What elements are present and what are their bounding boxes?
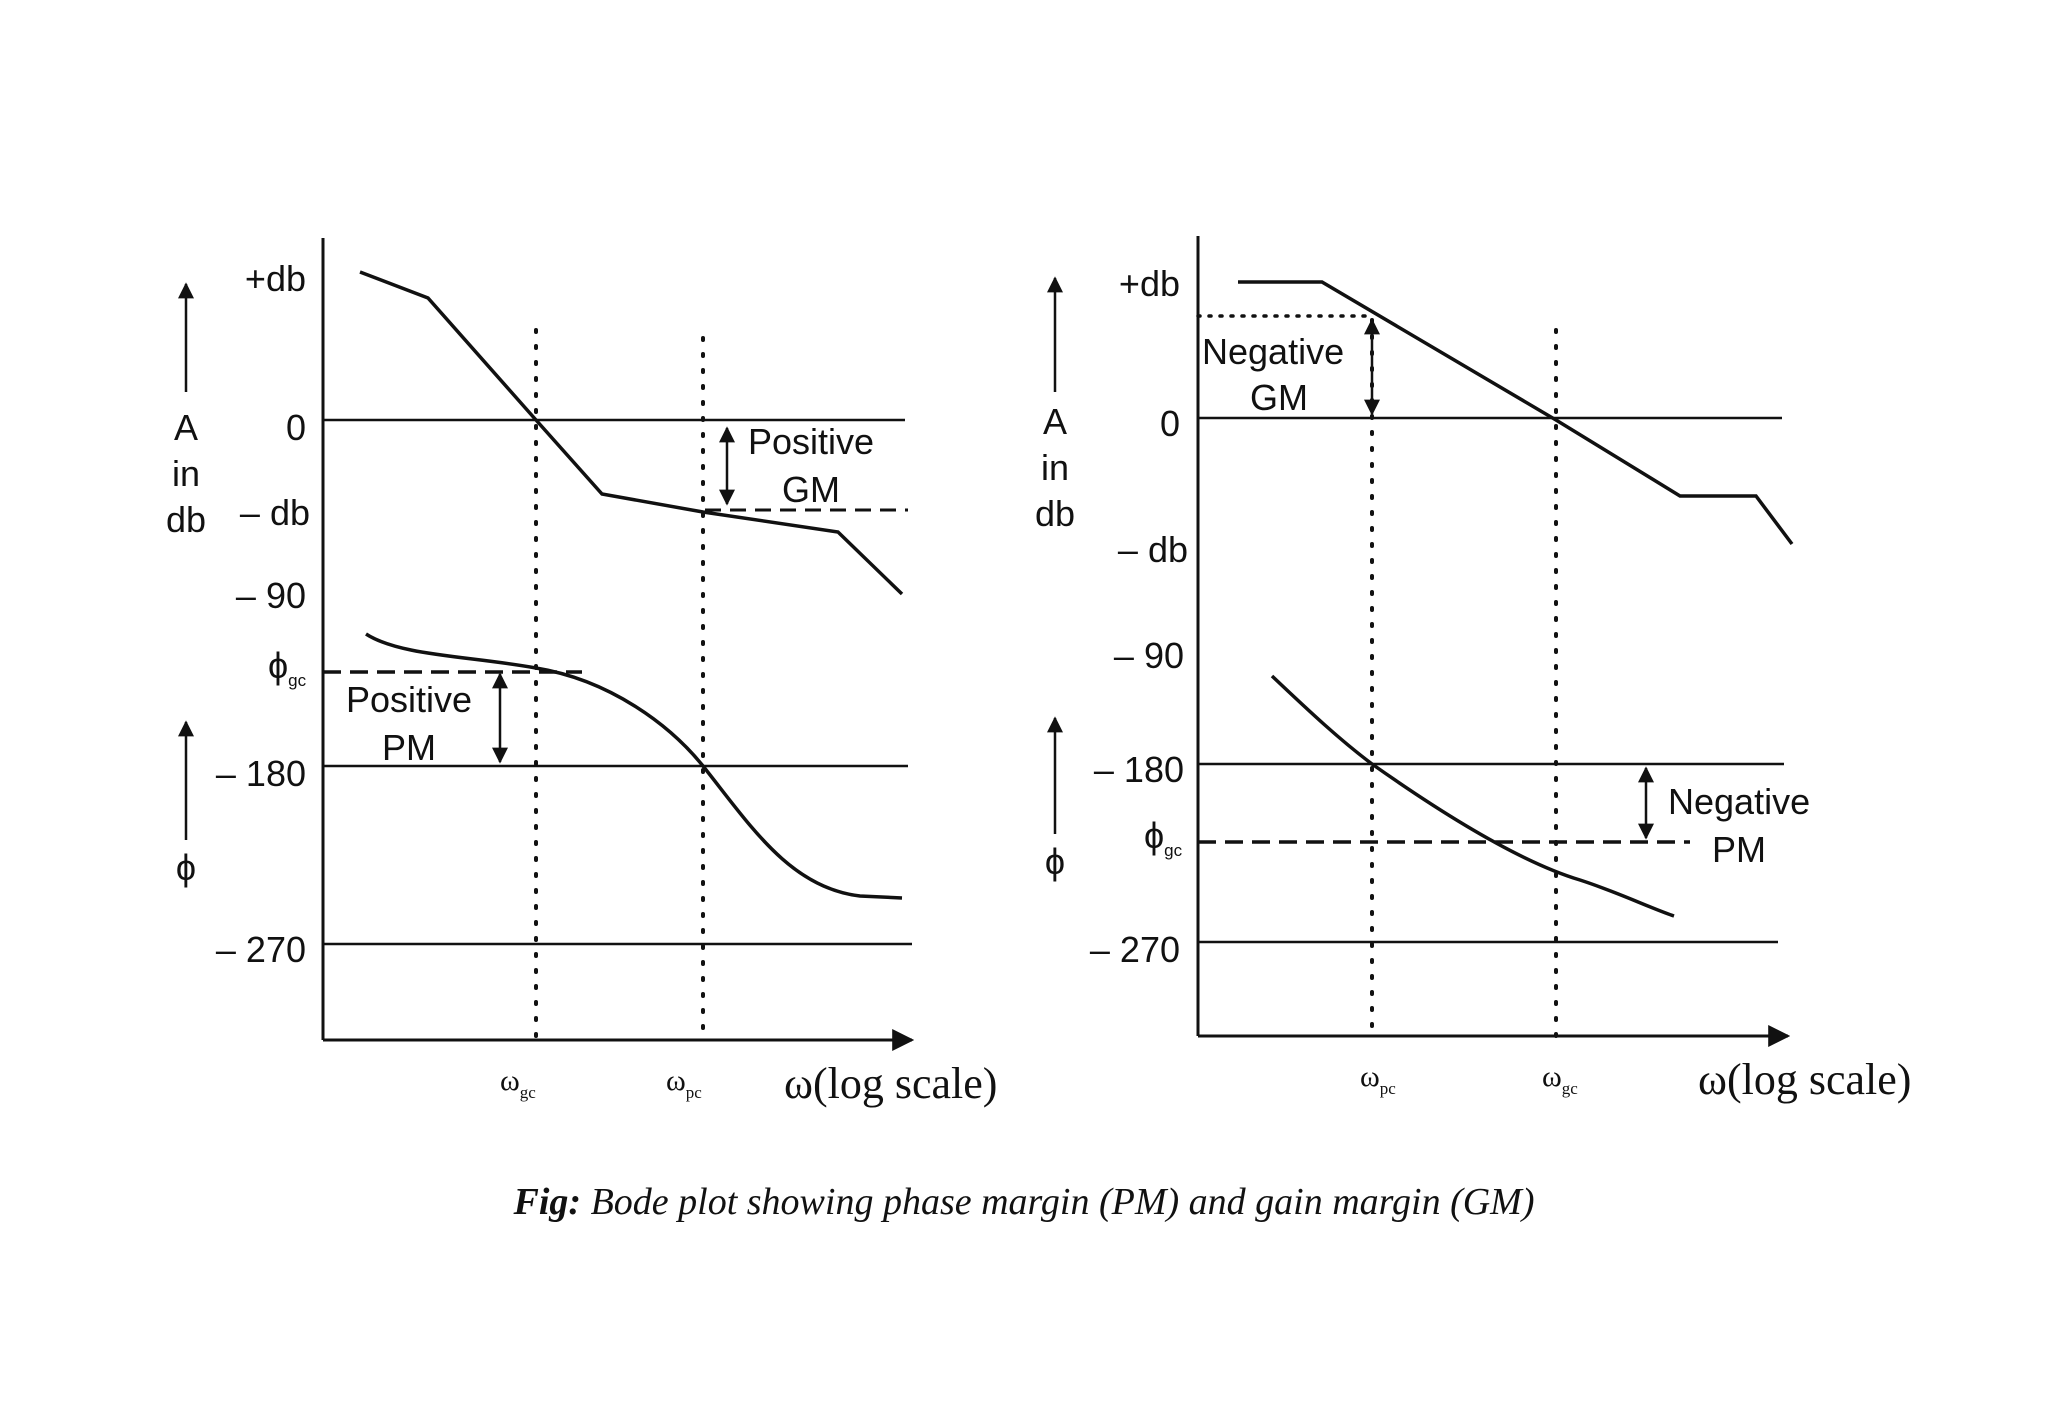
left-tick-zero: 0 <box>286 407 306 448</box>
left-tick-phi-gc: ϕgc <box>268 645 307 690</box>
right-tick-phi-gc: ϕgc <box>1144 815 1183 860</box>
left-gain-label-in: in <box>172 453 200 494</box>
left-pm-label-line2: PM <box>382 727 436 768</box>
right-tick-minus270: – 270 <box>1090 929 1180 970</box>
right-phase-label: ϕ <box>1045 841 1065 882</box>
right-gain-label-db: db <box>1035 493 1075 534</box>
right-pm-label-line1: Negative <box>1668 781 1810 822</box>
right-pm-label-line2: PM <box>1712 829 1766 870</box>
right-x-wpc: ωpc <box>1360 1060 1396 1098</box>
left-tick-minus270: – 270 <box>216 929 306 970</box>
right-tick-plus-db: +db <box>1119 263 1180 304</box>
left-phase-curve <box>365 632 903 900</box>
left-x-wpc: ωpc <box>666 1064 702 1102</box>
right-plot: +db 0 – db – 90 – 180 ϕgc – 270 A in db … <box>1035 236 1911 1104</box>
right-tick-minus90: – 90 <box>1114 635 1184 676</box>
left-gm-label-line1: Positive <box>748 421 874 462</box>
left-magnitude-curve <box>359 270 904 596</box>
left-tick-minus90: – 90 <box>236 575 306 616</box>
left-x-wgc: ωgc <box>500 1064 536 1102</box>
left-phase-label: ϕ <box>176 847 196 888</box>
right-x-axis-label: ω(log scale) <box>1698 1055 1911 1104</box>
left-pm-label-line1: Positive <box>346 679 472 720</box>
right-gain-label-in: in <box>1041 447 1069 488</box>
right-gain-label-a: A <box>1043 401 1067 442</box>
right-gm-label-line1: Negative <box>1202 331 1344 372</box>
right-tick-zero: 0 <box>1160 403 1180 444</box>
right-phase-curve <box>1270 674 1675 918</box>
right-gm-label-line2: GM <box>1250 377 1308 418</box>
left-tick-minus-db: – db <box>240 492 310 533</box>
left-gain-label-a: A <box>174 407 198 448</box>
right-tick-minus180: – 180 <box>1094 749 1184 790</box>
left-tick-plus-db: +db <box>245 258 306 299</box>
left-gain-label-db: db <box>166 499 206 540</box>
right-tick-minus-db: – db <box>1118 529 1188 570</box>
figure-caption: Fig: Bode plot showing phase margin (PM)… <box>513 1181 1535 1223</box>
left-gm-label-line2: GM <box>782 469 840 510</box>
right-magnitude-curve <box>1238 280 1794 546</box>
left-tick-minus180: – 180 <box>216 753 306 794</box>
left-x-axis-label: ω(log scale) <box>784 1059 997 1108</box>
right-x-wgc: ωgc <box>1542 1060 1578 1098</box>
left-plot: +db 0 – db – 90 ϕgc – 180 – 270 A in db … <box>166 238 997 1108</box>
